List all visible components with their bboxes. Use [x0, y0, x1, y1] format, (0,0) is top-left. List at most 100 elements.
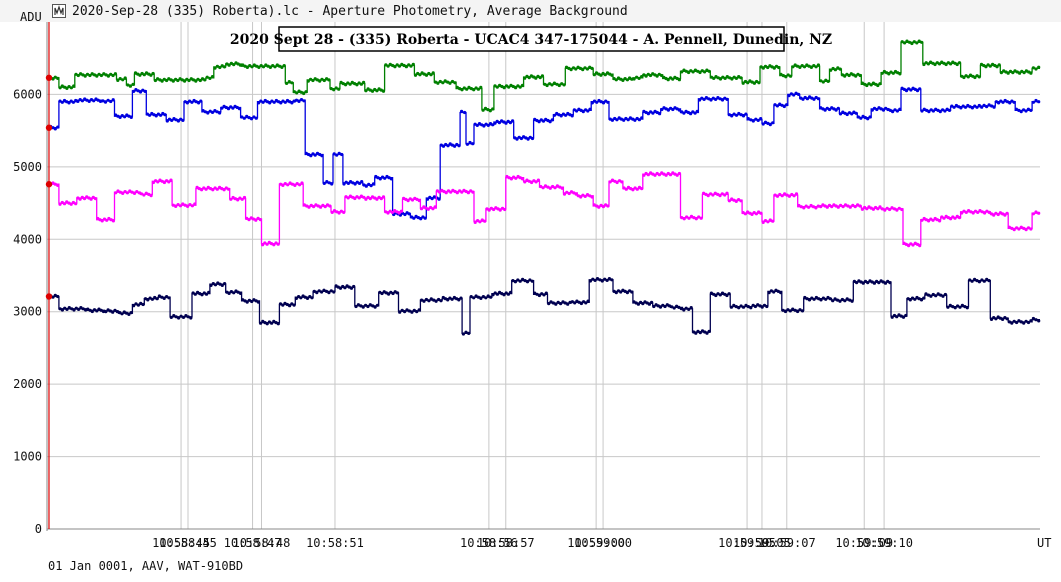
data-point [922, 62, 926, 67]
data-point [123, 115, 127, 119]
data-point [953, 306, 957, 310]
data-point [798, 65, 802, 69]
data-point [480, 218, 484, 222]
data-point [486, 123, 490, 127]
data-point [462, 86, 466, 90]
data-point [265, 242, 269, 246]
data-point [205, 75, 209, 79]
data-point [947, 108, 952, 112]
data-point [886, 107, 890, 112]
data-point [971, 211, 975, 215]
data-point [290, 81, 294, 85]
data-point [74, 202, 78, 206]
data-point [1031, 100, 1035, 104]
data-point [856, 115, 861, 119]
data-point [601, 101, 606, 105]
data-point [833, 68, 838, 72]
data-point [448, 81, 452, 85]
data-point [615, 180, 619, 185]
data-point [732, 303, 736, 307]
data-point [446, 144, 450, 148]
data-point [139, 301, 143, 305]
data-point [729, 305, 734, 309]
x-tick-label: 10:58:56 [460, 536, 518, 550]
data-point [955, 62, 959, 67]
data-point [559, 114, 563, 118]
data-point [156, 180, 160, 184]
data-point [677, 305, 681, 309]
data-point [655, 74, 659, 78]
data-point [268, 101, 272, 105]
data-point [641, 302, 645, 306]
data-point [741, 114, 746, 118]
x-tick-label: 10:58:51 [306, 536, 364, 550]
data-point [779, 72, 783, 76]
data-point [727, 292, 731, 296]
data-point [660, 107, 664, 112]
data-point [816, 63, 821, 67]
data-point [114, 191, 118, 195]
data-point [737, 306, 741, 310]
data-point [85, 72, 90, 76]
data-point [375, 303, 380, 307]
data-point [210, 110, 215, 114]
data-point [218, 111, 222, 115]
data-point [876, 83, 880, 88]
data-point [113, 72, 117, 76]
data-point [816, 204, 820, 208]
data-point [684, 306, 688, 310]
data-point [118, 77, 122, 81]
data-point [931, 218, 935, 222]
data-point [327, 181, 331, 185]
data-point [970, 106, 975, 110]
data-point [346, 181, 350, 185]
data-point [101, 309, 106, 314]
series-3 [46, 277, 1041, 336]
data-point [185, 101, 189, 105]
data-point [608, 180, 612, 184]
data-point [530, 180, 534, 185]
data-point [71, 100, 75, 104]
data-point [412, 308, 416, 312]
data-point [487, 208, 491, 212]
data-point [515, 137, 519, 141]
data-point [349, 286, 354, 290]
data-point [545, 83, 549, 88]
data-point [489, 295, 493, 299]
data-point [143, 89, 147, 93]
data-point [518, 85, 522, 89]
data-point [716, 192, 720, 196]
data-point [357, 181, 362, 185]
data-point [860, 207, 865, 211]
data-point [606, 204, 610, 208]
data-point [176, 119, 180, 123]
data-point [252, 115, 256, 119]
data-point [1031, 66, 1035, 70]
lightcurve-app-icon[interactable] [52, 4, 66, 18]
data-point [839, 203, 843, 207]
data-point [53, 127, 57, 131]
data-point [883, 208, 887, 212]
data-point [920, 109, 924, 113]
y-tick-label: 4000 [13, 232, 42, 246]
data-point [718, 293, 722, 297]
data-point [933, 62, 937, 67]
data-point [328, 204, 332, 208]
data-point [460, 88, 464, 92]
data-point [56, 183, 60, 187]
data-point [598, 278, 602, 282]
data-point [257, 65, 261, 69]
data-point [337, 211, 341, 215]
data-point [918, 244, 922, 248]
data-point [554, 302, 558, 306]
data-point [675, 173, 679, 177]
data-point [706, 194, 710, 198]
data-point [56, 125, 60, 129]
data-point [891, 71, 895, 75]
data-point [605, 278, 609, 282]
data-point [1031, 212, 1035, 216]
data-point [174, 315, 178, 319]
data-point [369, 184, 373, 188]
data-point [858, 204, 862, 208]
data-point [858, 73, 862, 78]
